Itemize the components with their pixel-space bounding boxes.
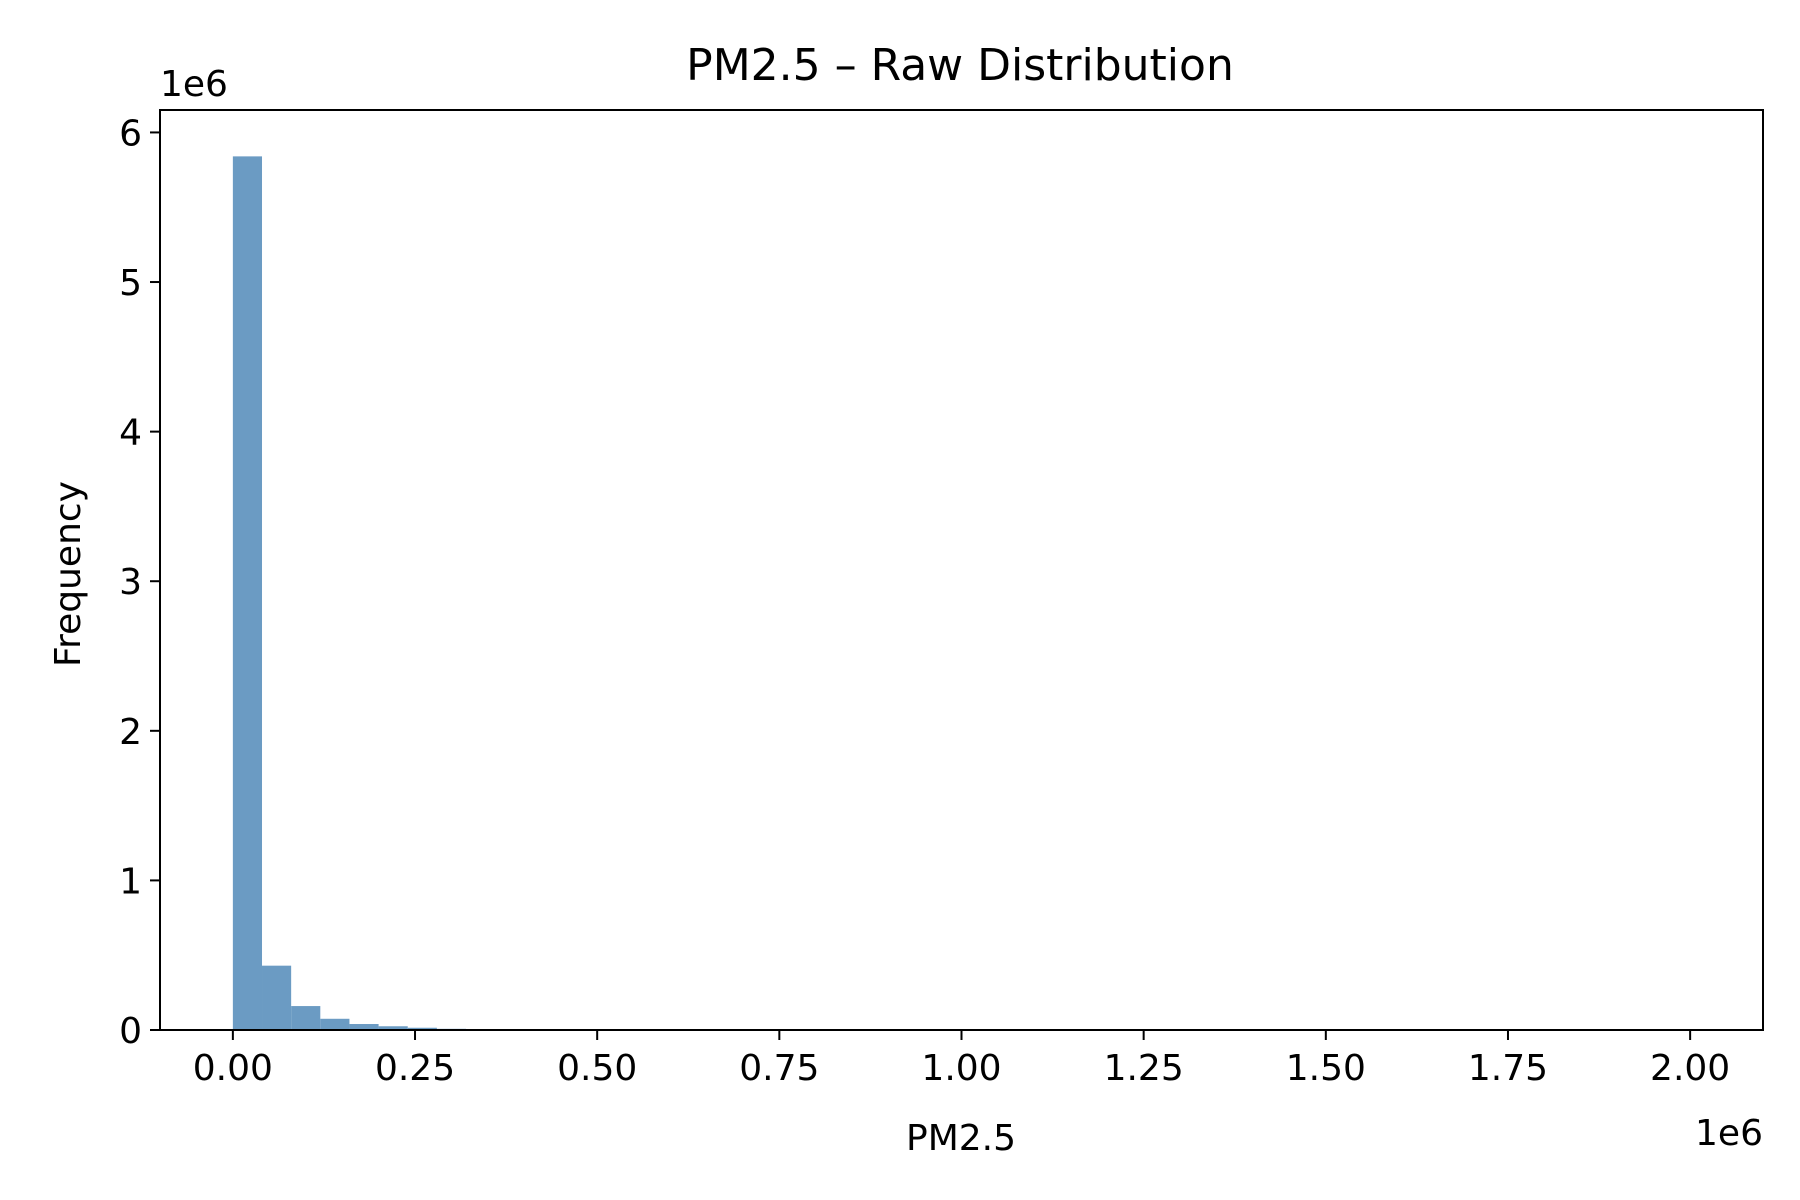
y-tick-label: 5 (119, 263, 142, 304)
y-tick-label: 2 (119, 712, 142, 753)
y-axis-offset-label: 1e6 (160, 64, 228, 105)
x-tick-label: 0.00 (193, 1048, 273, 1089)
x-tick-label: 2.00 (1650, 1048, 1730, 1089)
x-tick-label: 1.25 (1104, 1048, 1184, 1089)
y-tick-label: 4 (119, 413, 142, 454)
x-tick-label: 0.75 (739, 1048, 819, 1089)
y-axis-ticks: 0 1 2 3 4 5 6 (119, 113, 160, 1052)
bars-group (232, 156, 467, 1031)
x-tick-label: 1.50 (1286, 1048, 1366, 1089)
y-tick-label: 0 (119, 1011, 142, 1052)
x-tick-label: 1.00 (921, 1048, 1001, 1089)
y-tick-label: 1 (119, 861, 142, 902)
x-axis-offset-label: 1e6 (1695, 1113, 1763, 1154)
y-axis-label: Frequency (48, 481, 89, 667)
chart-title: PM2.5 – Raw Distribution (686, 40, 1234, 91)
x-axis-ticks: 0.00 0.25 0.50 0.75 1.00 1.25 1.50 1.75 2.00 (193, 1030, 1730, 1089)
histogram-bar (378, 1026, 408, 1030)
x-tick-label: 0.50 (557, 1048, 637, 1089)
histogram-bar (291, 1006, 321, 1030)
x-axis-label: PM2.5 (906, 1118, 1016, 1159)
y-tick-label: 3 (119, 562, 142, 603)
histogram-bar (232, 156, 263, 1031)
x-tick-label: 0.25 (375, 1048, 455, 1089)
x-tick-label: 1.75 (1468, 1048, 1548, 1089)
histogram-bar (262, 965, 292, 1030)
histogram-bar (349, 1024, 379, 1030)
histogram-bar (320, 1018, 350, 1030)
y-tick-label: 6 (119, 113, 142, 154)
histogram-bar (407, 1027, 437, 1030)
